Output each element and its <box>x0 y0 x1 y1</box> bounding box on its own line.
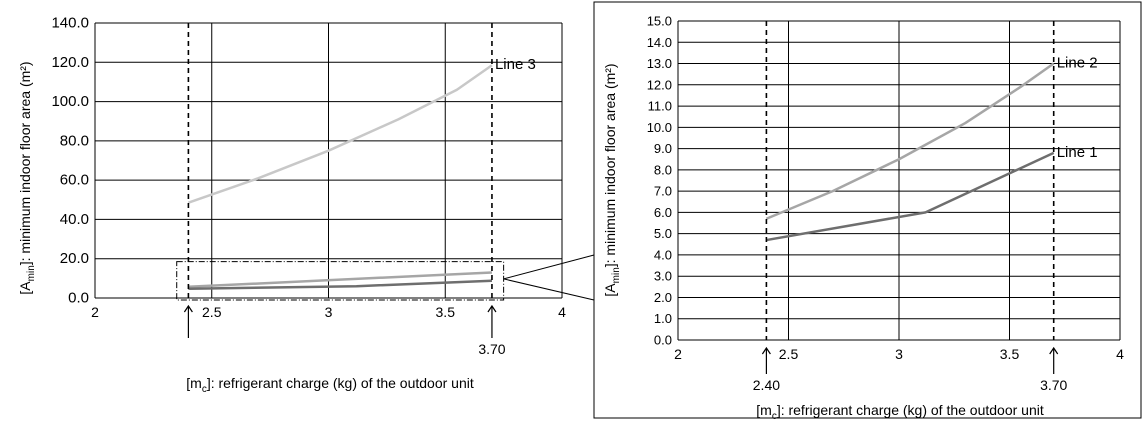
x-axis-title: [mc]: refrigerant charge (kg) of the out… <box>186 375 474 395</box>
y-tick-label: 3.0 <box>654 269 672 284</box>
x-tick-label: 4 <box>1116 346 1124 362</box>
series-line <box>766 151 1055 242</box>
x-tick-label: 2.5 <box>202 304 222 320</box>
series-line <box>188 271 493 289</box>
y-tick-label: 10.0 <box>647 120 672 135</box>
zoom-connector-upper <box>503 254 595 280</box>
y-tick-label: 120.0 <box>51 54 89 71</box>
y-tick-label: 60.0 <box>60 172 89 189</box>
y-axis-title: [Amin]: minimum indoor floor area (m²) <box>17 61 37 294</box>
y-tick-label: 2.0 <box>654 290 672 305</box>
series-line <box>765 62 1055 220</box>
y-tick-label: 15.0 <box>647 14 672 29</box>
y-tick-label: 9.0 <box>654 141 672 156</box>
y-tick-label: 1.0 <box>654 311 672 326</box>
reference-arrowhead <box>183 304 193 313</box>
x-tick-label: 2.5 <box>779 346 799 362</box>
right-chart: 0.0 1.0 2.0 3.0 4.0 5.0 6.0 7.0 8.0 9.0 10.0 11.0 12… <box>602 14 1124 421</box>
zoom-connector <box>503 254 595 301</box>
x-axis-title: [mc]: refrigerant charge (kg) of the out… <box>756 402 1044 421</box>
y-tick-label: 20.0 <box>60 250 89 267</box>
y-tick-label: 100.0 <box>51 93 89 110</box>
y-tick-label: 5.0 <box>654 226 672 241</box>
x-tick-label: 3.5 <box>1000 346 1020 362</box>
reference-arrowhead <box>761 346 771 355</box>
y-tick-label: 8.0 <box>654 162 672 177</box>
series-label: Line 2 <box>1057 55 1098 72</box>
zoom-box <box>176 261 505 301</box>
zoom-connector-lower <box>503 278 595 301</box>
x-tick-label: 3 <box>895 346 903 362</box>
y-tick-label: 40.0 <box>60 211 89 228</box>
y-tick-label: 7.0 <box>654 184 672 199</box>
y-tick-label: 13.0 <box>647 56 672 71</box>
series-label: Line 3 <box>495 56 536 73</box>
series-label: Line 1 <box>1057 144 1098 161</box>
y-tick-label: 140.0 <box>51 15 89 32</box>
x-tick-label: 2 <box>674 346 682 362</box>
reference-arrowhead <box>487 304 497 313</box>
y-tick-label: 0.0 <box>654 333 672 348</box>
reference-value-label: 3.70 <box>1040 377 1067 393</box>
x-tick-label: 3.5 <box>436 304 456 320</box>
y-tick-label: 14.0 <box>647 35 672 50</box>
left-chart: 0.0 20.0 40.0 60.0 80.0 100.0 120.0 140.0 2 2.5 3 3… <box>17 15 566 396</box>
reference-value-label: 3.70 <box>478 341 505 357</box>
y-tick-label: 0.0 <box>68 290 89 307</box>
x-tick-label: 4 <box>558 304 566 320</box>
y-axis-title: [Amin]: minimum indoor floor area (m²) <box>602 63 622 296</box>
y-tick-label: 6.0 <box>654 205 672 220</box>
series-line <box>187 64 493 204</box>
right-chart-frame <box>593 1 1142 419</box>
x-tick-label: 3 <box>325 304 333 320</box>
x-tick-label: 2 <box>91 304 99 320</box>
reference-arrowhead <box>1049 346 1059 355</box>
y-tick-label: 11.0 <box>648 99 672 114</box>
y-tick-label: 80.0 <box>60 132 89 149</box>
y-tick-label: 12.0 <box>647 77 672 92</box>
reference-value-label: 2.40 <box>753 377 780 393</box>
series-line <box>188 279 493 291</box>
y-tick-label: 4.0 <box>654 247 672 262</box>
